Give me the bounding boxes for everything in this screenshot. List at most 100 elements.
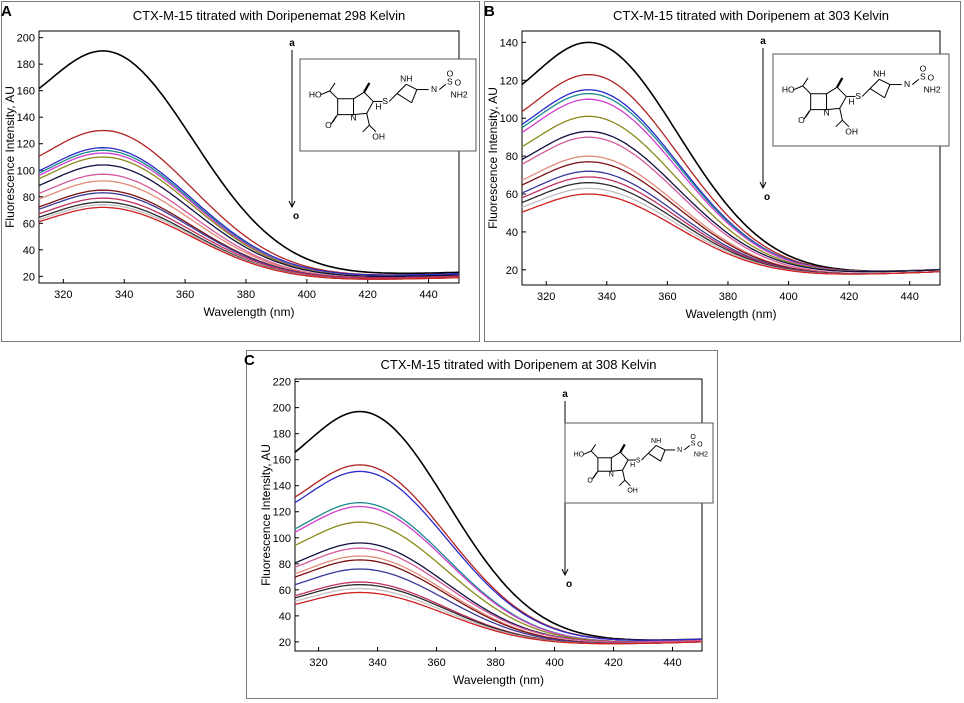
panel-a: CTX-M-15 titrated with Doripenemat 298 K… [1, 1, 480, 342]
bond [647, 445, 657, 454]
x-tick-label: 320 [54, 289, 72, 301]
x-axis-label: Wavelength (nm) [204, 305, 295, 319]
atom-label-s: S [636, 457, 641, 464]
atom-label-s2: S [447, 76, 453, 86]
series-line-g [38, 164, 460, 278]
series-line-l [38, 197, 460, 279]
annotation-a: a [289, 38, 295, 49]
plot-frame [38, 30, 460, 284]
chart-c: CTX-M-15 titrated with Doripenem at 308 … [259, 357, 714, 687]
y-tick-label: 160 [273, 455, 291, 467]
bond [590, 450, 599, 459]
atom-label-oh: OH [627, 488, 638, 495]
series-line-j [521, 161, 941, 275]
x-tick-label: 340 [368, 657, 386, 669]
series-line-o [38, 206, 459, 280]
atom-label-h: H [849, 96, 855, 106]
bond [366, 113, 370, 126]
bond [353, 112, 367, 116]
bond [879, 78, 891, 86]
x-tick-label: 360 [427, 657, 445, 669]
chart-title: CTX-M-15 titrated with Doripenem at 308 … [380, 357, 656, 372]
arrow-head [288, 200, 296, 209]
bond [869, 78, 880, 89]
structure-inset [772, 53, 950, 147]
atom-label-n: N [823, 108, 829, 118]
y-tick-label: 220 [273, 377, 291, 389]
y-tick-label: 160 [17, 86, 35, 98]
bond [839, 96, 847, 109]
series-line-g [521, 130, 941, 273]
x-tick-label: 380 [486, 657, 504, 669]
bond [622, 470, 626, 481]
atom-label-nh: NH [873, 69, 885, 79]
annotation-a: a [760, 36, 766, 47]
bond [439, 83, 447, 90]
panel-b: CTX-M-15 titrated with Doripenem at 303 … [484, 1, 961, 342]
atom-label-n2: N [431, 84, 437, 94]
series-group [38, 50, 460, 280]
y-tick-label: 100 [273, 533, 291, 545]
x-axis-label: Wavelength (nm) [686, 307, 777, 321]
atom-label-s2: S [920, 71, 926, 81]
panel-c: CTX-M-15 titrated with Doripenem at 308 … [246, 350, 718, 699]
x-tick-label: 380 [719, 291, 737, 303]
y-tick-label: 60 [279, 585, 291, 597]
bond [411, 89, 418, 103]
structure-inset [564, 422, 714, 504]
bond [826, 107, 840, 111]
chart-title: CTX-M-15 titrated with Doripenemat 298 K… [133, 8, 405, 23]
x-tick-label: 360 [176, 289, 194, 301]
annotation-o: o [764, 192, 770, 203]
atom-label-o2: O [454, 78, 461, 88]
atom-label-o1: O [447, 68, 454, 78]
bond [590, 444, 597, 452]
y-tick-label: 180 [273, 429, 291, 441]
atom-label-oh: OH [372, 132, 385, 142]
bond [618, 479, 626, 487]
bond [611, 469, 623, 472]
y-tick-label: 60 [23, 218, 35, 230]
x-tick-label: 320 [537, 291, 555, 303]
bond [803, 110, 810, 120]
y-tick-label: 40 [23, 245, 35, 257]
atom-label-oh: OH [845, 127, 858, 137]
series-line-h [294, 547, 703, 643]
bond [683, 445, 691, 451]
bond [388, 93, 398, 102]
bond [583, 450, 592, 455]
bond-wedge [363, 82, 371, 93]
atom-label-h: H [376, 101, 382, 111]
x-tick-label: 420 [359, 289, 377, 301]
series-line-m [521, 181, 941, 275]
series-group [521, 41, 941, 275]
bond-wedge [619, 443, 626, 453]
atom-label-n: N [609, 471, 614, 478]
chart-b: CTX-M-15 titrated with Doripenem at 303 … [486, 8, 950, 321]
series-line-k [38, 192, 460, 279]
atom-label-n2: N [904, 79, 910, 89]
series-line-o [294, 591, 702, 645]
y-tick-label: 100 [17, 165, 35, 177]
y-tick-label: 60 [506, 189, 518, 201]
y-tick-label: 80 [506, 151, 518, 163]
bond-wedge [836, 77, 844, 88]
atom-label-nh2: NH2 [694, 452, 708, 459]
series-line-c [294, 470, 703, 641]
atom-label-s2: S [691, 440, 696, 447]
x-tick-label: 440 [419, 289, 437, 301]
y-tick-label: 120 [273, 507, 291, 519]
y-tick-label: 80 [279, 559, 291, 571]
bond [912, 78, 920, 85]
atom-label-ho: HO [309, 89, 322, 99]
bond [369, 124, 377, 133]
atom-label-n: N [350, 113, 356, 123]
y-axis-label: Fluorescence Intensity, AU [486, 87, 500, 229]
chart-title: CTX-M-15 titrated with Doripenem at 303 … [613, 8, 889, 23]
bond [320, 90, 330, 96]
bond [362, 124, 370, 133]
bond [619, 451, 629, 461]
bond [330, 115, 337, 125]
